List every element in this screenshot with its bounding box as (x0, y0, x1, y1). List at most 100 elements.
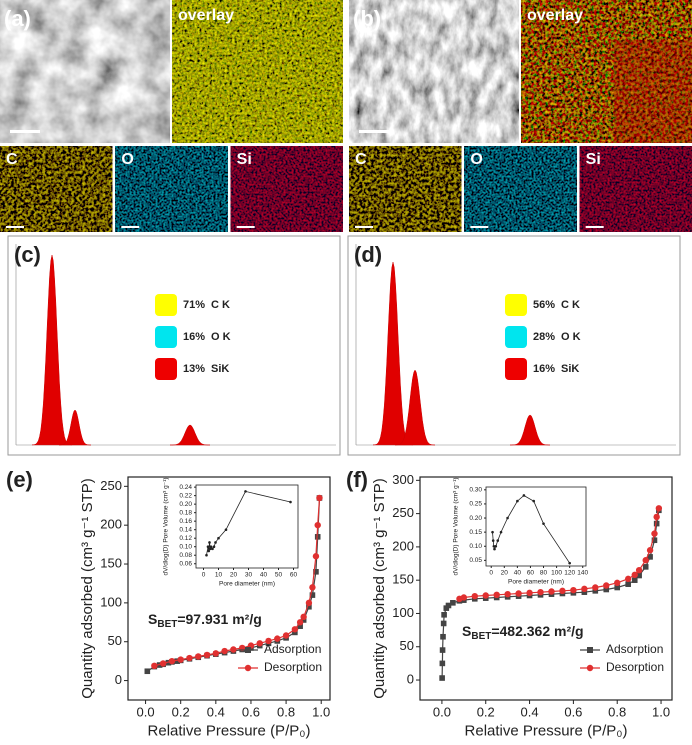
map-label: C (355, 151, 367, 168)
eds-percent: 71% (183, 299, 205, 311)
point (151, 662, 158, 670)
point (265, 637, 272, 645)
legend-swatch (505, 294, 527, 316)
point (208, 541, 211, 544)
y-axis-label: Quantity adsorbed (cm³ g⁻¹ STP) (79, 478, 96, 699)
point (636, 572, 642, 579)
y-tick-label: 200 (392, 538, 414, 553)
x-tick-label: 0 (202, 571, 206, 578)
point (316, 494, 323, 502)
scale-bar (236, 226, 255, 228)
point (309, 584, 316, 591)
point (256, 640, 263, 647)
scale-bar (585, 226, 604, 228)
plot-frame (419, 476, 673, 701)
plot-frame (127, 476, 331, 701)
x-tick-label: 120 (564, 569, 575, 576)
point (496, 539, 500, 542)
inset-frame (485, 486, 587, 567)
y-tick-label: 300 (392, 472, 414, 487)
sem-image (0, 0, 170, 143)
point (212, 650, 220, 657)
element-map (230, 146, 343, 232)
x-tick-label: 0.0 (433, 705, 451, 720)
point (515, 590, 522, 597)
annotation-part: =97.931 m²/g (177, 611, 261, 627)
x-axis-label: Relative Pressure (P/P₀) (148, 722, 311, 739)
x-tick-label: 0.4 (521, 705, 539, 720)
point (144, 668, 151, 675)
point (439, 675, 445, 681)
x-tick-label: 0.0 (137, 705, 155, 720)
y-tick-label: 0.22 (179, 492, 192, 499)
y-tick-label: 100 (100, 594, 122, 609)
point (297, 623, 303, 629)
point (499, 530, 503, 534)
point (493, 547, 496, 551)
y-tick-label: 0.18 (179, 509, 192, 516)
x-tick-label: 20 (501, 569, 509, 576)
y-tick-label: 250 (392, 505, 414, 520)
point (642, 557, 649, 564)
map-label: O (470, 151, 482, 168)
point (493, 591, 500, 599)
eds-element: SiK (211, 363, 229, 375)
y-tick-label: 0.10 (469, 543, 482, 550)
point (209, 545, 213, 549)
x-tick-label: 0 (489, 569, 493, 576)
point (224, 528, 228, 531)
point (291, 626, 299, 633)
point (445, 602, 452, 609)
y-tick-label: 150 (100, 555, 122, 570)
point (568, 561, 571, 565)
legend-label: Adsorption (606, 642, 663, 656)
element-map (115, 146, 228, 232)
point (214, 541, 217, 544)
x-tick-label: 0.6 (242, 705, 260, 720)
spectrum-peak (394, 369, 436, 446)
eds-percent: 28% (533, 331, 555, 343)
map-label: Si (237, 151, 252, 168)
point (581, 585, 588, 593)
panel-label: (e) (6, 467, 33, 492)
eds-percent: 16% (533, 363, 555, 375)
point (309, 592, 316, 598)
legend-marker (587, 647, 593, 653)
y-axis-label: dV/dlog(D) Pore Volume (cm³ g⁻¹) (453, 477, 460, 575)
point (532, 499, 536, 503)
point (203, 651, 211, 659)
y-tick-label: 0.08 (179, 552, 192, 559)
point (614, 579, 621, 587)
sem-image (349, 0, 519, 143)
point (177, 656, 184, 663)
element-map (0, 146, 113, 232)
overlay-image (521, 0, 692, 143)
point (614, 584, 621, 591)
point (603, 582, 610, 589)
element-map (464, 146, 577, 232)
x-tick-label: 1.0 (652, 705, 670, 720)
legend-marker (244, 664, 252, 672)
legend-swatch (155, 358, 177, 380)
point (548, 588, 555, 595)
point (306, 603, 312, 610)
y-tick-label: 100 (392, 605, 414, 620)
point (174, 658, 180, 664)
panel-label: (d) (354, 242, 382, 267)
point (244, 490, 247, 493)
point (230, 646, 237, 653)
point (450, 600, 456, 606)
point (159, 660, 167, 667)
spectrum-peak (59, 409, 91, 446)
eds-percent: 13% (183, 363, 205, 375)
y-tick-label: 0.12 (179, 535, 192, 542)
legend-swatch (155, 294, 177, 316)
point (653, 513, 660, 521)
point (212, 545, 216, 549)
point (592, 584, 599, 591)
legend-swatch (505, 358, 527, 380)
point (537, 588, 544, 596)
point (592, 588, 599, 594)
y-tick-label: 50 (400, 638, 414, 653)
point (646, 547, 654, 554)
